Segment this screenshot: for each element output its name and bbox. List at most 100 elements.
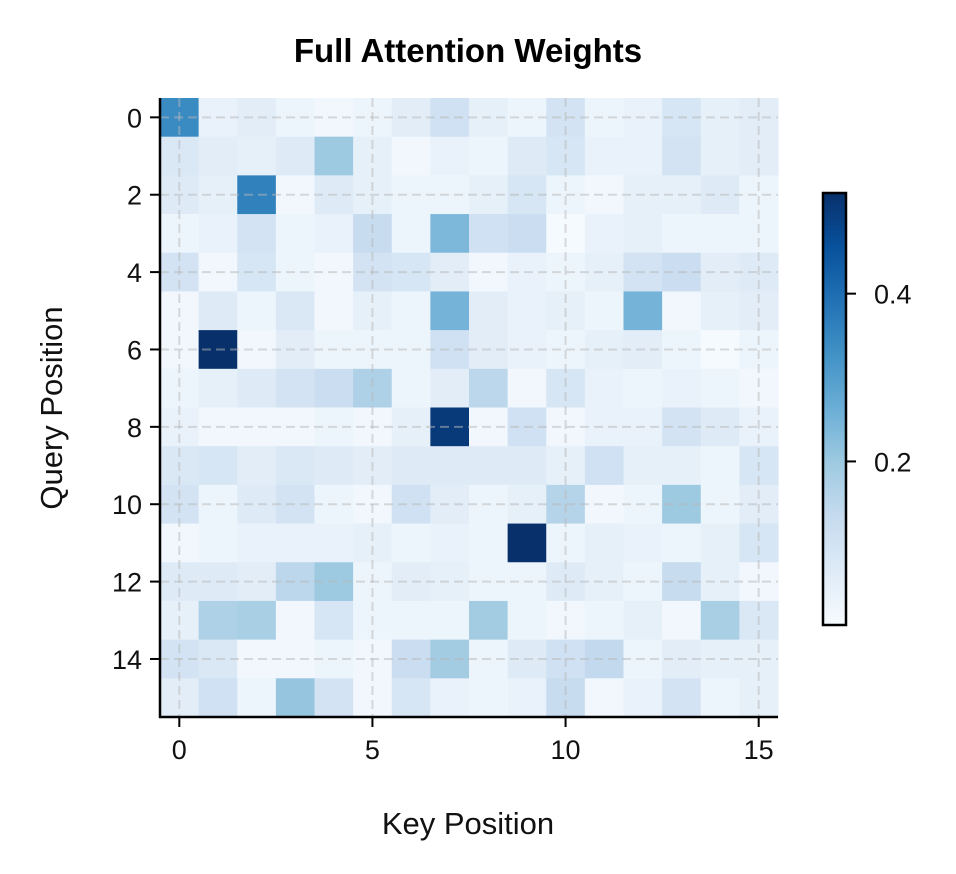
heatmap-cell [584, 639, 625, 679]
heatmap-cell [391, 407, 431, 447]
heatmap-cell [469, 136, 509, 176]
heatmap-cell [237, 252, 277, 293]
heatmap-cell [275, 175, 316, 215]
heatmap-cell [275, 330, 316, 370]
heatmap-cell [275, 368, 316, 409]
heatmap-cell [662, 446, 702, 486]
heatmap-cell [353, 368, 393, 409]
heatmap-cell [391, 330, 431, 370]
heatmap-cell [275, 484, 316, 525]
heatmap-cell [160, 523, 200, 563]
heatmap-cell [237, 639, 277, 679]
heatmap-cell [391, 484, 431, 525]
heatmap-cell [314, 600, 354, 641]
heatmap-cell [662, 523, 702, 563]
heatmap-cell [623, 368, 663, 409]
heatmap-cell [391, 214, 431, 254]
heatmap-cell [662, 600, 702, 641]
x-tick-label: 15 [744, 735, 774, 765]
heatmap-cell [584, 562, 625, 602]
x-tick-label: 10 [551, 735, 581, 765]
heatmap-cell [623, 291, 663, 331]
heatmap-cell [623, 678, 663, 718]
heatmap-cell [237, 98, 277, 138]
heatmap-cell [469, 291, 509, 331]
heatmap-cell [198, 678, 238, 718]
heatmap-cell [391, 136, 431, 176]
heatmap-cell [584, 484, 625, 525]
y-tick-label: 8 [127, 413, 142, 443]
heatmap-cell [430, 98, 470, 138]
heatmap-cell [275, 523, 316, 563]
heatmap-cell [391, 639, 431, 679]
heatmap-cell [314, 446, 354, 486]
heatmap-cell [623, 523, 663, 563]
heatmap-cell [546, 214, 586, 254]
heatmap-cell [237, 214, 277, 254]
y-tick-label: 6 [127, 335, 142, 365]
colorbar-tick-label: 0.2 [874, 447, 912, 477]
heatmap-cell [546, 523, 586, 563]
heatmap-cell [198, 446, 238, 486]
colorbar: 0.2 0.4 [821, 191, 912, 627]
heatmap-cell [237, 368, 277, 409]
heatmap-cell [275, 678, 316, 718]
heatmap-cell [314, 368, 354, 409]
heatmap-cell [391, 252, 431, 293]
heatmap-cell [237, 562, 277, 602]
heatmap-cell [507, 136, 547, 176]
heatmap-cell [430, 562, 470, 602]
heatmap-cell [662, 291, 702, 331]
x-tick-label: 5 [365, 735, 380, 765]
heatmap-cell [430, 678, 470, 718]
heatmap-cell [700, 446, 740, 486]
heatmap-cell [662, 214, 702, 254]
heatmap-cell [237, 446, 277, 486]
heatmap-cell [507, 600, 547, 641]
heatmap-cell [391, 291, 431, 331]
heatmap-cell [469, 214, 509, 254]
heatmap-cell [391, 98, 431, 138]
heatmap-cell [584, 214, 625, 254]
heatmap-cell [700, 136, 740, 176]
heatmap-cell [275, 252, 316, 293]
heatmap-cell [198, 136, 238, 176]
heatmap-cell [430, 639, 470, 679]
y-tick-label: 2 [127, 181, 142, 211]
heatmap-cell [469, 523, 509, 563]
heatmap-cell [430, 600, 470, 641]
heatmap-cell [391, 523, 431, 563]
heatmap-cell [237, 291, 277, 331]
heatmap-cell [160, 368, 200, 409]
heatmap-cell [739, 175, 779, 215]
heatmap-cell [314, 214, 354, 254]
heatmap-cell [237, 678, 277, 718]
heatmap-cell [469, 600, 509, 641]
x-tick-label: 0 [172, 735, 187, 765]
heatmap-cell [507, 291, 547, 331]
heatmap-cell [353, 214, 393, 254]
heatmap-cell [584, 136, 625, 176]
x-axis-label: Key Position [382, 806, 554, 841]
heatmap-cell [198, 523, 238, 563]
heatmap-cell [314, 136, 354, 176]
heatmap-cell [353, 678, 393, 718]
heatmap-cell [662, 136, 702, 176]
heatmap-cell [739, 368, 779, 409]
heatmap-cell [237, 136, 277, 176]
heatmap-cell [584, 291, 625, 331]
heatmap-cell [700, 678, 740, 718]
heatmap-cell [700, 291, 740, 331]
y-tick-label: 4 [127, 258, 142, 288]
heatmap-cell [584, 368, 625, 409]
heatmap-cell [584, 175, 625, 215]
heatmap-cell [507, 678, 547, 718]
heatmap-cell [584, 600, 625, 641]
heatmap-cell [584, 98, 625, 138]
y-tick-label: 14 [112, 645, 142, 675]
heatmap-cell [469, 368, 509, 409]
heatmap-cell [430, 291, 470, 331]
heatmap-cell [623, 446, 663, 486]
heatmap-cell [391, 678, 431, 718]
heatmap-cell [700, 523, 740, 563]
